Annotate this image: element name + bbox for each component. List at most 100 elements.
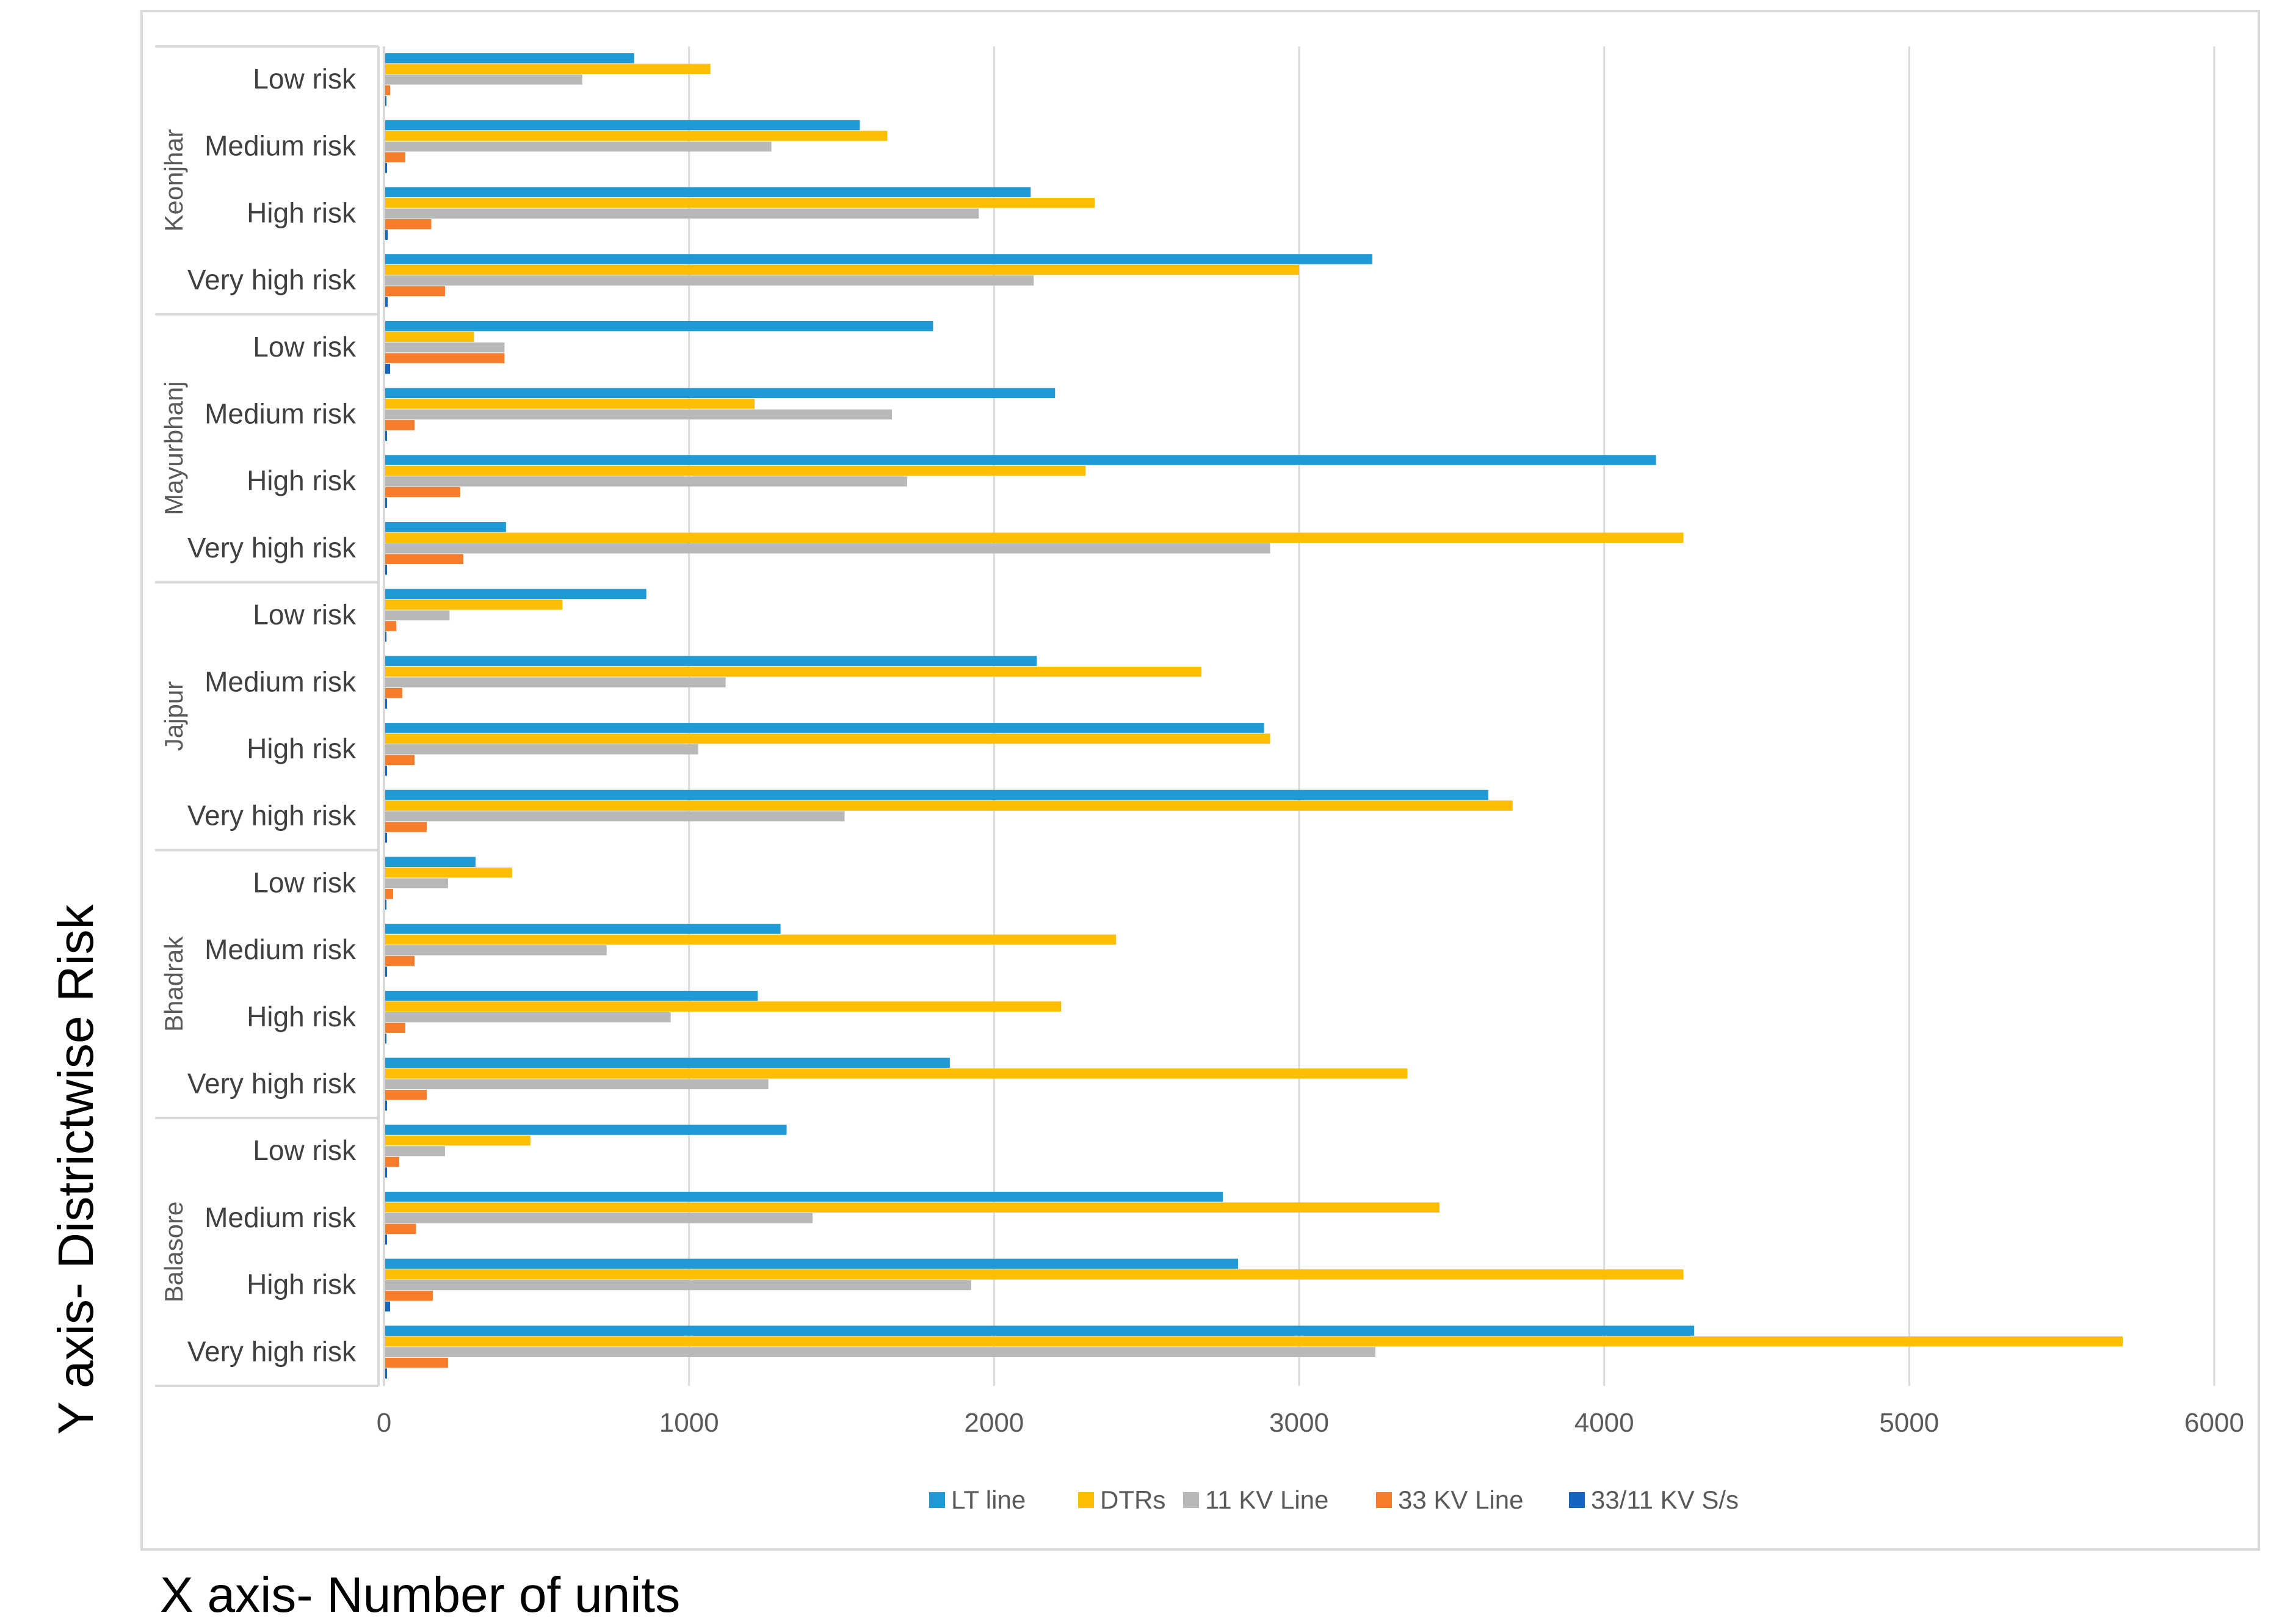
bar-33-11-kv-s-s <box>384 430 387 441</box>
bar-lt-line <box>384 1125 787 1135</box>
bar-33-11-kv-s-s <box>384 832 387 843</box>
category-label: Medium risk <box>205 665 357 697</box>
bar-11-kv-line <box>384 275 1034 286</box>
category-label: High risk <box>247 465 357 496</box>
bar-11-kv-line <box>384 1146 445 1156</box>
chart-frame <box>140 10 2260 1551</box>
bar-33-kv-line <box>384 955 415 966</box>
bar-dtrs <box>384 264 1299 275</box>
bar-lt-line <box>384 388 1056 399</box>
bar-dtrs <box>384 399 755 409</box>
bar-dtrs <box>384 465 1086 476</box>
category-axis: Low risk Medium risk High risk Very high ri… <box>155 45 385 1387</box>
bar-lt-line <box>384 656 1037 666</box>
bar-dtrs <box>384 1001 1062 1012</box>
bar-33-kv-line <box>384 85 390 96</box>
bar-lt-line <box>384 990 758 1001</box>
x-axis-title: X axis- Number of units <box>160 1567 681 1623</box>
bar-11-kv-line <box>384 1347 1375 1357</box>
bar-lt-line <box>384 120 860 131</box>
bar-dtrs <box>384 800 1513 811</box>
bar-33-kv-line <box>384 286 445 297</box>
bar-lt-line <box>384 1057 950 1068</box>
bar-lt-line <box>384 455 1656 465</box>
bar-33-11-kv-s-s <box>384 1368 387 1379</box>
bar-11-kv-line <box>384 1012 671 1023</box>
group-label: Keonjhar <box>159 129 188 231</box>
legend-label: 33 KV Line <box>1398 1485 1524 1514</box>
bar-dtrs <box>384 1068 1408 1079</box>
x-tick-label: 3000 <box>1269 1408 1329 1438</box>
x-tick-label: 2000 <box>964 1408 1024 1438</box>
bar-33-11-kv-s-s <box>384 766 387 776</box>
bar-lt-line <box>384 589 647 600</box>
x-tick-label: 4000 <box>1574 1408 1634 1438</box>
bar-dtrs <box>384 1336 2123 1347</box>
group-label: Balasore <box>159 1202 188 1303</box>
bar-11-kv-line <box>384 610 450 621</box>
group-label: Mayurbhanj <box>159 381 188 515</box>
bar-33-kv-line <box>384 755 415 766</box>
category-label: Low risk <box>253 1134 357 1166</box>
bar-33-kv-line <box>384 1291 433 1301</box>
bar-33-11-kv-s-s <box>384 1167 387 1178</box>
group-label: Jajpur <box>159 681 188 751</box>
bars <box>384 53 2123 1379</box>
bar-dtrs <box>384 1269 1684 1280</box>
bar-dtrs <box>384 868 512 878</box>
legend-label: DTRs <box>1100 1485 1165 1514</box>
bar-33-kv-line <box>384 687 402 698</box>
bar-33-11-kv-s-s <box>384 162 387 173</box>
bar-33-kv-line <box>384 487 460 498</box>
bar-dtrs <box>384 131 888 141</box>
legend-swatch <box>929 1492 945 1508</box>
legend-label: 11 KV Line <box>1205 1485 1328 1514</box>
bar-33-11-kv-s-s <box>384 565 387 575</box>
bar-33-kv-line <box>384 152 405 162</box>
bar-dtrs <box>384 934 1117 945</box>
bar-11-kv-line <box>384 878 448 888</box>
x-tick-label: 0 <box>377 1408 391 1438</box>
bar-11-kv-line <box>384 208 979 219</box>
bar-33-11-kv-s-s <box>384 1234 387 1245</box>
bar-11-kv-line <box>384 409 892 420</box>
bar-dtrs <box>384 666 1202 677</box>
bar-11-kv-line <box>384 543 1270 554</box>
bar-33-11-kv-s-s <box>384 1100 387 1111</box>
bar-33-kv-line <box>384 219 432 230</box>
bar-lt-line <box>384 857 476 867</box>
category-label: Low risk <box>253 599 357 631</box>
bar-lt-line <box>384 187 1031 197</box>
bar-33-kv-line <box>384 621 396 631</box>
bar-33-kv-line <box>384 353 505 363</box>
bar-11-kv-line <box>384 74 582 85</box>
bar-dtrs <box>384 1135 531 1146</box>
bar-11-kv-line <box>384 945 607 955</box>
bar-33-11-kv-s-s <box>384 297 388 307</box>
category-label: Medium risk <box>205 398 357 430</box>
bar-33-kv-line <box>384 1223 416 1234</box>
bar-dtrs <box>384 532 1684 543</box>
legend-swatch <box>1569 1492 1585 1508</box>
category-label: Very high risk <box>187 532 357 564</box>
bar-33-kv-line <box>384 1156 399 1167</box>
bar-lt-line <box>384 924 781 934</box>
category-label: Very high risk <box>187 1068 357 1100</box>
bar-lt-line <box>384 53 634 63</box>
category-label: Low risk <box>253 63 357 95</box>
category-label: High risk <box>247 1269 357 1300</box>
bar-33-11-kv-s-s <box>384 698 387 709</box>
bar-lt-line <box>384 723 1264 733</box>
bar-dtrs <box>384 332 474 342</box>
bar-dtrs <box>384 63 711 74</box>
bar-33-kv-line <box>384 1357 448 1368</box>
bar-33-11-kv-s-s <box>384 498 387 508</box>
bar-lt-line <box>384 789 1488 800</box>
bar-11-kv-line <box>384 141 772 152</box>
bar-11-kv-line <box>384 342 505 353</box>
bar-lt-line <box>384 321 933 332</box>
category-label: Medium risk <box>205 1202 357 1233</box>
bar-11-kv-line <box>384 811 845 822</box>
